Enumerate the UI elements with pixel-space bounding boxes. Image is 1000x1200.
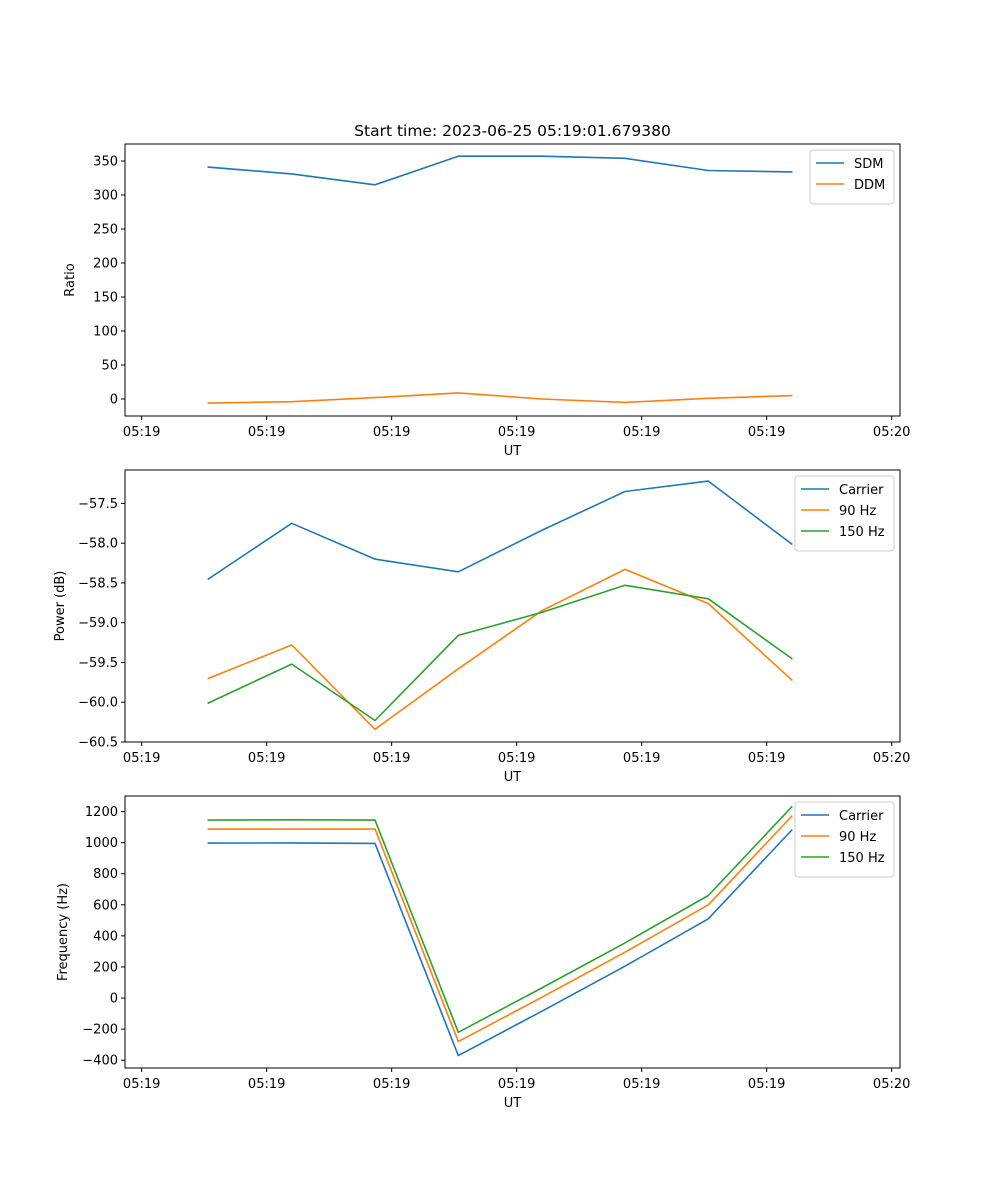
- y-tick-label: 200: [93, 960, 118, 975]
- legend-label: Carrier: [839, 483, 884, 498]
- x-tick-label: 05:20: [873, 425, 910, 440]
- y-axis-label: Power (dB): [53, 571, 68, 642]
- y-tick-label: 1000: [85, 836, 118, 851]
- y-tick-label: 50: [101, 359, 118, 374]
- x-tick-label: 05:19: [248, 425, 285, 440]
- series-line-sdm: [207, 155, 793, 186]
- ratio-chart: 05:19 05:19 05:19 05:19 05:19 05:19 05:20 0 50 10…: [63, 143, 910, 459]
- y-tick-label: −200: [82, 1023, 118, 1038]
- y-tick-label: 250: [93, 223, 118, 238]
- plot-frame: [124, 143, 901, 417]
- series-line-150-hz: [207, 805, 793, 1034]
- y-tick-label: 1200: [85, 805, 118, 820]
- y-axis-label: Frequency (Hz): [56, 883, 71, 981]
- y-tick-label: −58.0: [78, 537, 118, 552]
- x-tick-label: 05:19: [748, 1077, 785, 1092]
- x-axis-label: UT: [504, 770, 522, 785]
- legend-label: 150 Hz: [839, 525, 885, 540]
- y-tick-label: −400: [82, 1054, 118, 1069]
- y-tick-label: 800: [93, 867, 118, 882]
- legend: Carrier 90 Hz 150 Hz: [794, 475, 895, 552]
- legend-label: DDM: [854, 178, 885, 193]
- x-tick-label: 05:20: [873, 751, 910, 766]
- x-tick-label: 05:19: [623, 1077, 660, 1092]
- y-tick-label: 300: [93, 189, 118, 204]
- legend-label: Carrier: [839, 809, 884, 824]
- legend-box: [794, 801, 895, 878]
- y-tick-label: −59.5: [78, 656, 118, 671]
- x-tick-label: 05:19: [373, 1077, 410, 1092]
- x-tick-label: 05:19: [123, 1077, 160, 1092]
- y-tick-label: 0: [110, 393, 118, 408]
- x-tick-label: 05:19: [748, 425, 785, 440]
- series-line-ddm: [207, 392, 793, 404]
- x-axis-label: UT: [504, 1096, 522, 1111]
- series-line-90-hz: [207, 815, 793, 1043]
- y-tick-label: −59.0: [78, 616, 118, 631]
- legend-label: 90 Hz: [839, 504, 876, 519]
- series-line-90-hz: [207, 568, 793, 731]
- chart-title: Start time: 2023-06-25 05:19:01.679380: [354, 122, 671, 140]
- x-tick-label: 05:20: [873, 1077, 910, 1092]
- x-axis-label: UT: [504, 444, 522, 459]
- y-tick-label: 0: [110, 992, 118, 1007]
- y-tick-label: −60.5: [78, 736, 118, 751]
- legend: SDM DDM: [809, 149, 895, 205]
- plot-frame: [124, 795, 901, 1069]
- x-tick-label: 05:19: [123, 751, 160, 766]
- x-tick-label: 05:19: [498, 751, 535, 766]
- x-tick-label: 05:19: [123, 425, 160, 440]
- plot-frame: [124, 469, 901, 743]
- y-tick-label: 350: [93, 155, 118, 170]
- x-tick-label: 05:19: [498, 1077, 535, 1092]
- x-tick-label: 05:19: [373, 425, 410, 440]
- legend-box: [794, 475, 895, 552]
- series-line-carrier: [207, 480, 793, 581]
- x-tick-label: 05:19: [373, 751, 410, 766]
- legend: Carrier 90 Hz 150 Hz: [794, 801, 895, 878]
- y-tick-label: −60.0: [78, 696, 118, 711]
- y-axis-label: Ratio: [63, 263, 78, 296]
- legend-label: SDM: [854, 157, 883, 172]
- series-line-150-hz: [207, 584, 793, 722]
- legend-label: 150 Hz: [839, 851, 885, 866]
- y-tick-label: 150: [93, 291, 118, 306]
- y-tick-label: −58.5: [78, 576, 118, 591]
- x-tick-label: 05:19: [248, 1077, 285, 1092]
- x-tick-label: 05:19: [623, 425, 660, 440]
- legend-label: 90 Hz: [839, 830, 876, 845]
- x-tick-label: 05:19: [248, 751, 285, 766]
- frequency-chart: 05:19 05:19 05:19 05:19 05:19 05:19 05:20 −400 −…: [56, 795, 910, 1111]
- y-tick-label: 400: [93, 929, 118, 944]
- y-tick-label: −57.5: [78, 497, 118, 512]
- y-tick-label: 200: [93, 257, 118, 272]
- series-line-carrier: [207, 829, 793, 1057]
- x-tick-label: 05:19: [748, 751, 785, 766]
- y-tick-label: 600: [93, 898, 118, 913]
- x-tick-label: 05:19: [498, 425, 535, 440]
- power-chart: 05:19 05:19 05:19 05:19 05:19 05:19 05:20 −60.5…: [53, 469, 910, 785]
- y-tick-label: 100: [93, 325, 118, 340]
- x-tick-label: 05:19: [623, 751, 660, 766]
